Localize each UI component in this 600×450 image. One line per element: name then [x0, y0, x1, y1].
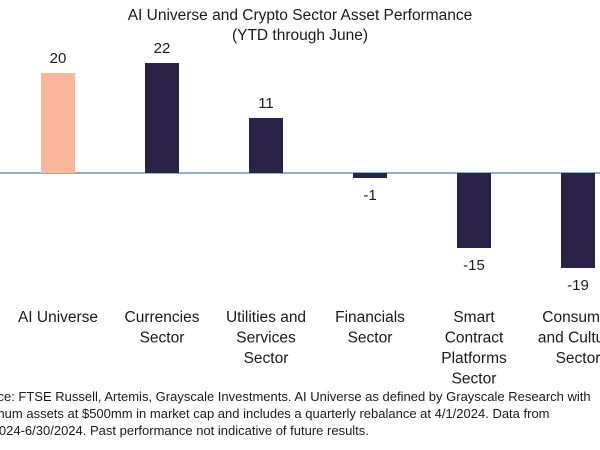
data-label-6: -19: [567, 277, 589, 294]
data-label-4: -1: [363, 187, 376, 204]
category-label-2: Currencies Sector: [125, 309, 200, 347]
source-line-1: Source: FTSE Russell, Artemis, Grayscale…: [0, 389, 591, 404]
category-label-3: Utilities and Services Sector: [226, 309, 306, 367]
source-note: Source: FTSE Russell, Artemis, Grayscale…: [0, 388, 600, 439]
bar-1: [41, 73, 75, 173]
category-label-4: Financials Sector: [335, 309, 405, 347]
category-label-6: Consumerand CultureSector: [538, 309, 600, 367]
bar-3: [249, 118, 283, 173]
chart-title-block: AI Universe and Crypto Sector Asset Perf…: [0, 6, 600, 46]
bar-4: [353, 173, 387, 178]
data-label-2: 22: [154, 40, 171, 57]
chart-subtitle: (YTD through June): [231, 27, 369, 44]
bar-5: [457, 173, 491, 248]
source-line-2: minimum assets at $500mm in market cap a…: [0, 406, 550, 421]
bar-2: [145, 63, 179, 173]
category-label-1: AI Universe: [18, 309, 98, 326]
data-label-3: 11: [258, 95, 274, 112]
category-label-5: Smart Contract Platforms Sector: [441, 309, 507, 388]
data-label-1: 20: [50, 50, 67, 67]
data-label-5: -15: [463, 257, 485, 274]
bar-6: [561, 173, 595, 268]
chart-title: AI Universe and Crypto Sector Asset Perf…: [127, 7, 473, 24]
source-line-3: 1/1/2024-6/30/2024. Past performance not…: [0, 423, 369, 438]
